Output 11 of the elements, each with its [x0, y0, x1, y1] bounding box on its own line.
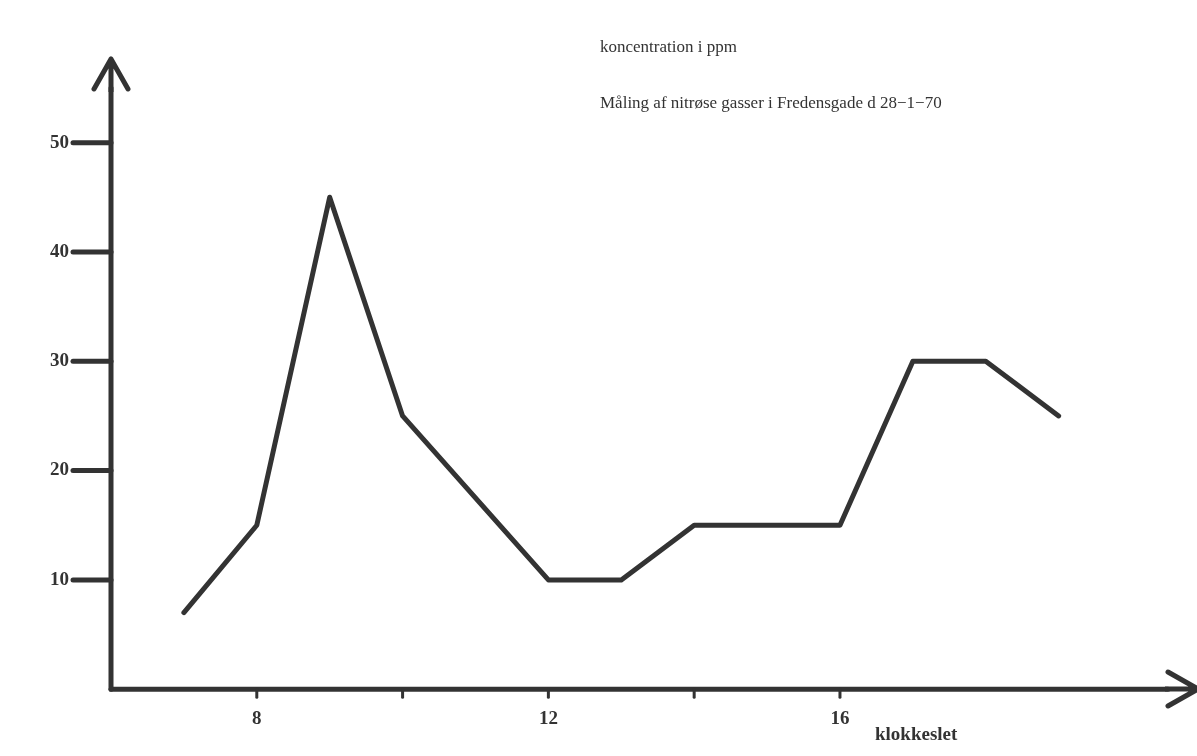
y-tick-label: 30 [50, 349, 69, 371]
y-axis-title: koncentration i ppm [600, 37, 737, 56]
y-tick-label: 10 [50, 567, 69, 589]
x-tick-label: 8 [252, 706, 262, 728]
y-tick-label: 50 [50, 130, 69, 152]
x-tick-label: 12 [538, 706, 558, 728]
chart-title: Måling af nitrøse gasser i Fredensgade d 28−1−70 [600, 93, 942, 112]
y-tick-label: 40 [50, 239, 69, 261]
x-axis-title: klokkeslet [874, 723, 958, 745]
y-tick-label: 20 [50, 458, 69, 480]
x-tick-label: 16 [830, 706, 850, 728]
